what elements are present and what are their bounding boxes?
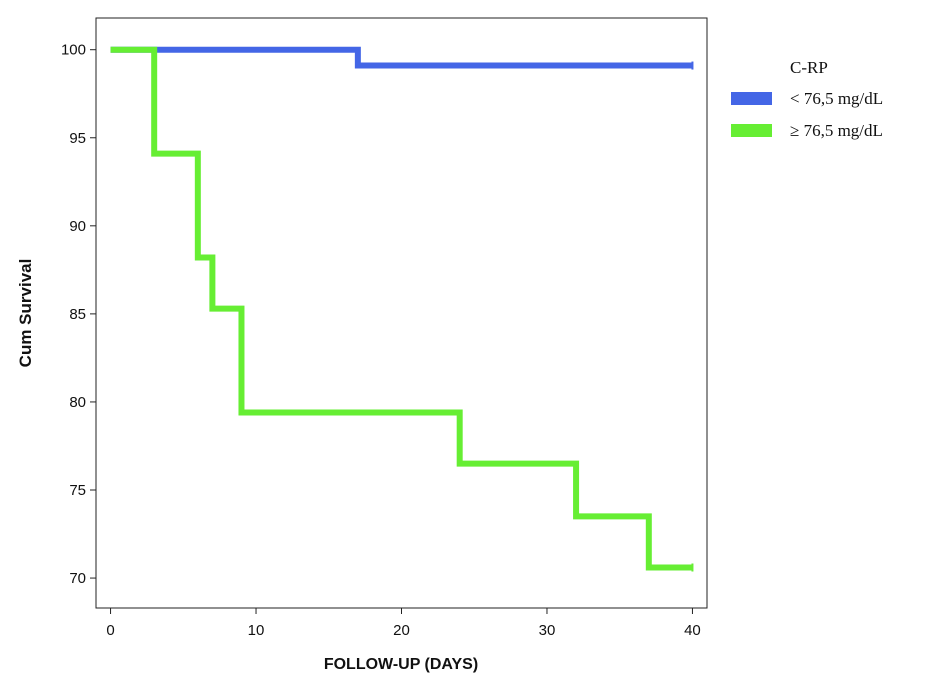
plot-frame [95,17,708,609]
y-tick-label: 90 [69,218,86,235]
y-axis: 70 75 80 85 90 95 100 [61,42,96,587]
x-tick-label: 40 [684,622,701,639]
x-axis-title: FOLLOW-UP (DAYS) [324,656,478,673]
y-tick-label: 75 [69,482,86,499]
legend-items: < 76,5 mg/dL ≥ 76,5 mg/dL [731,89,883,140]
survival-curve-1 [110,46,693,69]
y-tick-label: 80 [69,394,86,411]
legend-title: C-RP [790,58,828,77]
x-tick-label: 10 [248,622,265,639]
legend-label: < 76,5 mg/dL [790,89,883,108]
legend: C-RP < 76,5 mg/dL ≥ 76,5 mg/dL [731,58,883,140]
legend-swatch [731,124,772,137]
x-tick-label: 30 [539,622,556,639]
series-layer [110,46,694,572]
x-tick-label: 20 [393,622,410,639]
y-tick-label: 95 [69,130,86,147]
y-tick-label: 100 [61,42,86,59]
y-axis-title: Cum Survival [16,259,35,368]
x-tick-label: 0 [106,622,114,639]
y-tick-label: 85 [69,306,86,323]
legend-swatch [731,92,772,105]
legend-label: ≥ 76,5 mg/dL [790,121,883,140]
y-tick-label: 70 [69,570,86,587]
survival-curve-2 [110,46,693,571]
x-axis: 0 10 20 30 40 [106,608,701,639]
